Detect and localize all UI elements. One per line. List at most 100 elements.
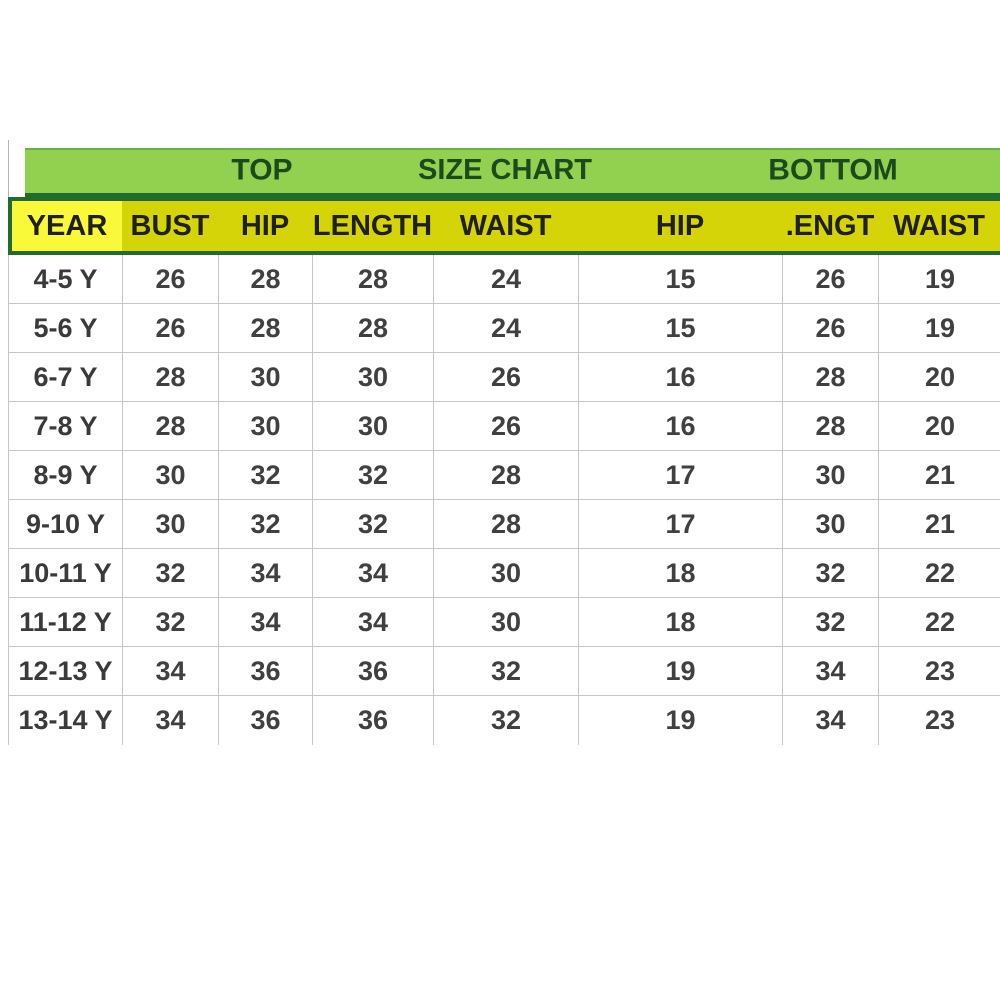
group-header-bottom: BOTTOM — [768, 153, 898, 187]
table-row: 7-8 Y 28 30 30 26 16 28 20 — [9, 402, 1000, 451]
size-value-cell: 34 — [783, 696, 879, 745]
size-value-cell: 23 — [924, 705, 956, 735]
table-row: 8-9 Y 30 32 32 28 17 30 21 — [9, 451, 1000, 500]
size-value-cell: 26 — [123, 255, 219, 303]
size-value-cell: 30 — [219, 353, 313, 401]
size-value-cell: 36 — [219, 647, 313, 695]
size-value-cell: 30 — [313, 402, 434, 450]
size-value-cell: 32 — [313, 451, 434, 499]
size-value-cell: 16 — [579, 402, 783, 450]
size-value-cell: 28 — [123, 353, 219, 401]
size-value-cell: 34 — [123, 696, 219, 745]
size-value-cell: 17 — [579, 451, 783, 499]
size-value-cell: 32 — [434, 696, 579, 745]
size-value-cell: 19 — [924, 312, 956, 343]
size-value-cell: 28 — [434, 500, 579, 548]
size-value-cell: 32 — [313, 500, 434, 548]
size-value-cell: 36 — [313, 647, 434, 695]
size-value-cell: 18 — [579, 598, 783, 646]
size-value-cell: 30 — [783, 451, 879, 499]
size-value-cell: 30 — [219, 402, 313, 450]
size-value-cell: 34 — [783, 647, 879, 695]
col-header-length-top: LENGTH — [312, 209, 433, 242]
size-value-cell: 34 — [219, 549, 313, 597]
table-row: 6-7 Y 28 30 30 26 16 28 20 — [9, 353, 1000, 402]
size-value-cell: 32 — [123, 549, 219, 597]
size-value-cell: 34 — [313, 598, 434, 646]
size-value-cell: 30 — [123, 500, 219, 548]
size-value-cell: 24 — [434, 255, 579, 303]
size-value-cell: 28 — [783, 353, 879, 401]
col-header-year: YEAR — [12, 201, 122, 251]
table-row: 4-5 Y 26 28 28 24 15 26 19 — [9, 255, 1000, 304]
size-value-cell: 32 — [219, 451, 313, 499]
size-value-cell: 26 — [434, 353, 579, 401]
size-value-cell: 28 — [313, 304, 434, 352]
year-cell: 8-9 Y — [9, 451, 123, 499]
size-value-cell: 23 — [924, 655, 956, 686]
size-value-cell: 24 — [434, 304, 579, 352]
table-title: SIZE CHART — [418, 153, 592, 186]
year-cell: 5-6 Y — [9, 304, 123, 352]
size-value-cell: 15 — [579, 255, 783, 303]
size-value-cell: 30 — [434, 549, 579, 597]
year-cell: 4-5 Y — [9, 255, 123, 303]
size-value-cell: 32 — [123, 598, 219, 646]
size-value-cell: 20 — [924, 410, 956, 441]
col-header-waist-bottom: WAIST — [893, 209, 985, 242]
size-value-cell: 28 — [219, 304, 313, 352]
size-value-cell: 26 — [123, 304, 219, 352]
size-value-cell: 26 — [434, 402, 579, 450]
table-body: 4-5 Y 26 28 28 24 15 26 19 5-6 Y 26 28 28 24 15 26 19 6-… — [8, 255, 1000, 745]
size-value-cell: 30 — [783, 500, 879, 548]
size-value-cell: 16 — [579, 353, 783, 401]
size-value-cell: 19 — [924, 263, 956, 294]
group-header-top: TOP — [231, 153, 293, 187]
year-cell: 11-12 Y — [9, 598, 123, 646]
col-header-waist-top: WAIST — [459, 209, 552, 242]
size-value-cell: 18 — [579, 549, 783, 597]
size-value-cell: 22 — [924, 557, 956, 588]
table-row: 5-6 Y 26 28 28 24 15 26 19 — [9, 304, 1000, 353]
year-cell: 13-14 Y — [9, 696, 123, 745]
col-header-bust: BUST — [130, 209, 210, 242]
spreadsheet-gridline — [8, 140, 9, 197]
group-header-row: TOP SIZE CHART BOTTOM — [25, 148, 1000, 197]
column-header-row: YEAR BUST HIP LENGTH WAIST HIP .ENGT WAIST — [8, 197, 1000, 255]
size-value-cell: 21 — [924, 459, 956, 490]
size-value-cell: 36 — [313, 696, 434, 745]
year-cell: 7-8 Y — [9, 402, 123, 450]
size-value-cell: 32 — [783, 598, 879, 646]
size-value-cell: 30 — [123, 451, 219, 499]
size-value-cell: 34 — [219, 598, 313, 646]
size-value-cell: 26 — [783, 255, 879, 303]
size-value-cell: 17 — [579, 500, 783, 548]
size-value-cell: 32 — [434, 647, 579, 695]
year-cell: 10-11 Y — [9, 549, 123, 597]
col-header-length-bottom: .ENGT — [785, 209, 875, 242]
size-value-cell: 15 — [579, 304, 783, 352]
size-value-cell: 19 — [579, 696, 783, 745]
size-value-cell: 19 — [579, 647, 783, 695]
size-value-cell: 32 — [219, 500, 313, 548]
year-cell: 12-13 Y — [9, 647, 123, 695]
size-value-cell: 20 — [924, 361, 956, 392]
col-header-hip-top: HIP — [240, 209, 290, 242]
size-value-cell: 28 — [783, 402, 879, 450]
size-value-cell: 34 — [313, 549, 434, 597]
table-row: 13-14 Y 34 36 36 32 19 34 23 — [9, 696, 1000, 745]
table-row: 9-10 Y 30 32 32 28 17 30 21 — [9, 500, 1000, 549]
size-value-cell: 26 — [783, 304, 879, 352]
table-row: 12-13 Y 34 36 36 32 19 34 23 — [9, 647, 1000, 696]
size-value-cell: 28 — [313, 255, 434, 303]
table-row: 11-12 Y 32 34 34 30 18 32 22 — [9, 598, 1000, 647]
size-value-cell: 22 — [924, 606, 956, 637]
year-cell: 9-10 Y — [9, 500, 123, 548]
size-value-cell: 28 — [123, 402, 219, 450]
year-cell: 6-7 Y — [9, 353, 123, 401]
size-value-cell: 36 — [219, 696, 313, 745]
size-value-cell: 30 — [313, 353, 434, 401]
col-header-hip-bottom: HIP — [655, 209, 705, 242]
table-row: 10-11 Y 32 34 34 30 18 32 22 — [9, 549, 1000, 598]
